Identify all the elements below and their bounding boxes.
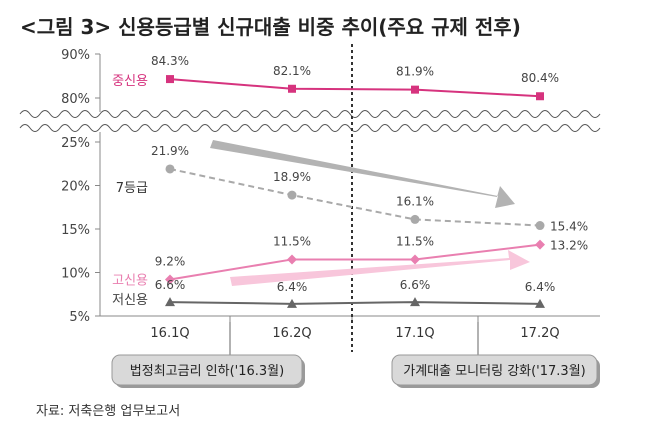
- callout-monitoring-box: [391, 354, 598, 386]
- source-note: 자료: 저축은행 업무보고서: [36, 403, 180, 419]
- y-tick-label: 10%: [61, 267, 90, 282]
- data-point: [410, 254, 420, 265]
- x-tick-label: 16.2Q: [272, 326, 311, 341]
- series-name-label: 7등급: [116, 181, 148, 196]
- axis-break-line: [19, 110, 601, 118]
- series-name-label: 중신용: [112, 74, 148, 89]
- series-line: [169, 167, 541, 227]
- data-label: 21.9%: [151, 144, 189, 158]
- callout-rate-cut-text: 법정최고금리 인하('16.3월): [130, 364, 284, 379]
- y-tick-label: 25%: [61, 136, 90, 151]
- data-label: 82.1%: [273, 64, 311, 78]
- data-point: [410, 297, 420, 307]
- axis-break-gap: [20, 112, 600, 132]
- data-point: [287, 254, 297, 265]
- data-label: 11.5%: [396, 234, 434, 248]
- y-tick-label: 80%: [61, 92, 90, 107]
- data-label: 11.5%: [273, 234, 311, 248]
- trend-arrow-down: [210, 140, 515, 208]
- series-name-label: 고신용: [112, 273, 148, 288]
- data-point: [287, 298, 297, 308]
- y-tick-label: 20%: [61, 180, 90, 195]
- data-label: 6.6%: [400, 278, 431, 292]
- x-tick-label: 17.1Q: [395, 326, 434, 341]
- y-tick-label: 90%: [61, 48, 90, 63]
- data-point: [535, 298, 545, 308]
- data-point: [165, 164, 175, 174]
- x-tick-label: 17.2Q: [520, 326, 559, 341]
- data-point: [411, 85, 419, 94]
- chart-title: <그림 3> 신용등급별 신규대출 비중 추이(주요 규제 전후): [20, 15, 521, 39]
- data-label: 81.9%: [396, 65, 434, 79]
- y-tick-label: 15%: [61, 223, 90, 238]
- data-label: 6.4%: [525, 280, 556, 294]
- data-point: [166, 75, 174, 84]
- y-tick-label: 5%: [69, 310, 90, 325]
- data-label: 13.2%: [550, 239, 588, 253]
- data-label: 18.9%: [273, 170, 311, 184]
- data-label: 6.4%: [277, 280, 308, 294]
- data-point: [536, 92, 544, 101]
- series-line: [169, 78, 541, 98]
- series-line: [169, 243, 541, 281]
- data-point: [288, 84, 296, 93]
- data-point: [535, 221, 545, 231]
- callout-rate-cut-box: [111, 354, 303, 386]
- x-tick-label: 16.1Q: [150, 326, 189, 341]
- data-point: [165, 274, 175, 285]
- data-point: [287, 190, 297, 200]
- series-name-label: 저신용: [112, 293, 148, 308]
- data-point: [535, 239, 545, 250]
- data-label: 9.2%: [155, 254, 186, 268]
- data-label: 84.3%: [151, 54, 189, 68]
- axis-break-line: [19, 124, 601, 132]
- data-label: 6.6%: [155, 278, 186, 292]
- data-point: [410, 214, 420, 224]
- trend-arrow-up: [230, 250, 530, 286]
- callout-monitoring-text: 가계대출 모니터링 강화('17.3월): [403, 364, 586, 379]
- data-point: [165, 297, 175, 307]
- data-label: 15.4%: [550, 220, 588, 234]
- series-line: [169, 301, 541, 305]
- data-label: 16.1%: [396, 194, 434, 208]
- data-label: 80.4%: [521, 71, 559, 85]
